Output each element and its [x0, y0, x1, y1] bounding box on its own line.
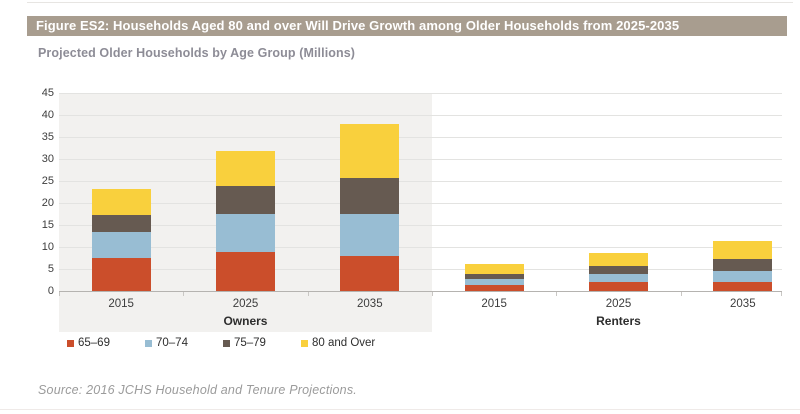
- bar-segment-owners-2035-80 and Over: [340, 124, 400, 179]
- y-axis-tick-label: 30: [41, 153, 54, 165]
- grid-line: [59, 93, 782, 94]
- x-axis-tick: [59, 292, 60, 296]
- legend-label: 70–74: [155, 337, 188, 349]
- x-axis-tick: [183, 292, 185, 296]
- bar-segment-renters-2015-80 and Over: [464, 264, 524, 275]
- x-axis-label-owners-2025: 2025: [232, 298, 259, 310]
- x-axis-label-owners-2035: 2035: [357, 298, 383, 310]
- bar-segment-renters-2025-70–74: [588, 273, 648, 282]
- legend-swatch-icon: [300, 339, 308, 347]
- x-axis-label-renters-2035: 2035: [730, 298, 756, 310]
- grid-line: [59, 225, 782, 226]
- bar-segment-renters-2035-75–79: [713, 259, 773, 271]
- bar-segment-renters-2035-65–69: [713, 281, 773, 292]
- bar-segment-owners-2025-70–74: [215, 213, 275, 253]
- bar-segment-renters-2025-65–69: [588, 281, 648, 292]
- bar-segment-renters-2015-65–69: [464, 284, 524, 292]
- grid-line: [59, 159, 782, 160]
- legend-swatch-icon: [222, 339, 230, 347]
- figure-title: Figure ES2: Households Aged 80 and over …: [36, 18, 680, 33]
- x-axis-tick: [680, 292, 682, 296]
- grid-line: [59, 269, 782, 270]
- x-axis-label-owners-2015: 2015: [108, 298, 134, 310]
- x-axis-tick: [431, 292, 433, 296]
- legend-label: 65–69: [78, 337, 110, 349]
- x-axis-tick: [307, 292, 309, 296]
- bar-segment-renters-2015-70–74: [464, 278, 524, 285]
- grid-line: [59, 247, 782, 248]
- legend-swatch-icon: [67, 339, 74, 347]
- bar-segment-owners-2035-70–74: [340, 213, 400, 256]
- grid-line: [59, 181, 782, 182]
- legend-swatch-icon: [144, 339, 152, 347]
- group-label-renters: Renters: [596, 314, 641, 328]
- bar-segment-renters-2025-75–79: [588, 266, 648, 274]
- legend-item-70–74: 70–74: [144, 337, 188, 349]
- legend-label: 80 and Over: [311, 337, 376, 349]
- top-divider: [27, 2, 793, 3]
- bar-segment-owners-2015-70–74: [91, 232, 151, 259]
- bar-segment-owners-2035-75–79: [340, 178, 400, 214]
- y-axis-tick-label: 35: [41, 131, 54, 143]
- chart-subtitle: Projected Older Households by Age Group …: [38, 46, 356, 60]
- bar-segment-renters-2015-75–79: [464, 274, 524, 279]
- x-axis-label-renters-2025: 2025: [605, 298, 632, 310]
- bar-segment-owners-2025-80 and Over: [215, 150, 275, 186]
- grid-line: [59, 137, 782, 138]
- bottom-divider: [0, 409, 800, 410]
- y-axis-tick-label: 15: [41, 219, 54, 231]
- bar-segment-renters-2035-80 and Over: [713, 240, 773, 260]
- bar-segment-owners-2025-65–69: [215, 252, 275, 292]
- y-axis-tick-label: 45: [41, 87, 54, 99]
- bar-segment-owners-2035-65–69: [340, 255, 400, 292]
- bar-segment-owners-2025-75–79: [215, 185, 275, 214]
- figure-title-bar: Figure ES2: Households Aged 80 and over …: [27, 16, 787, 36]
- legend-item-75–79: 75–79: [222, 337, 266, 349]
- bar-segment-owners-2015-65–69: [91, 258, 151, 292]
- grid-line: [59, 203, 782, 204]
- bar-segment-renters-2025-80 and Over: [588, 252, 648, 267]
- bar-segment-owners-2015-75–79: [91, 215, 151, 233]
- chart-legend: 65–69 70–74 75–79 80 and Over: [67, 337, 375, 349]
- y-axis-tick-label: 40: [41, 109, 54, 121]
- bar-segment-owners-2015-80 and Over: [91, 188, 151, 216]
- y-axis-tick-label: 5: [47, 263, 54, 275]
- y-axis-tick-label: 20: [41, 197, 54, 209]
- x-axis-tick: [556, 292, 558, 296]
- grid-line: [59, 115, 782, 116]
- y-axis-tick-label: 0: [47, 285, 54, 297]
- x-axis-tick: [781, 292, 782, 296]
- group-label-owners: Owners: [223, 314, 268, 328]
- bar-segment-renters-2035-70–74: [713, 270, 773, 282]
- legend-label: 75–79: [233, 337, 266, 349]
- legend-item-65–69: 65–69: [67, 337, 110, 349]
- legend-item-80 and Over: 80 and Over: [300, 337, 376, 349]
- y-axis-tick-label: 25: [41, 175, 54, 187]
- y-axis-tick-label: 10: [41, 241, 54, 253]
- source-note: Source: 2016 JCHS Household and Tenure P…: [38, 383, 357, 397]
- x-axis-label-renters-2015: 2015: [481, 298, 507, 310]
- x-axis-line: [59, 291, 782, 292]
